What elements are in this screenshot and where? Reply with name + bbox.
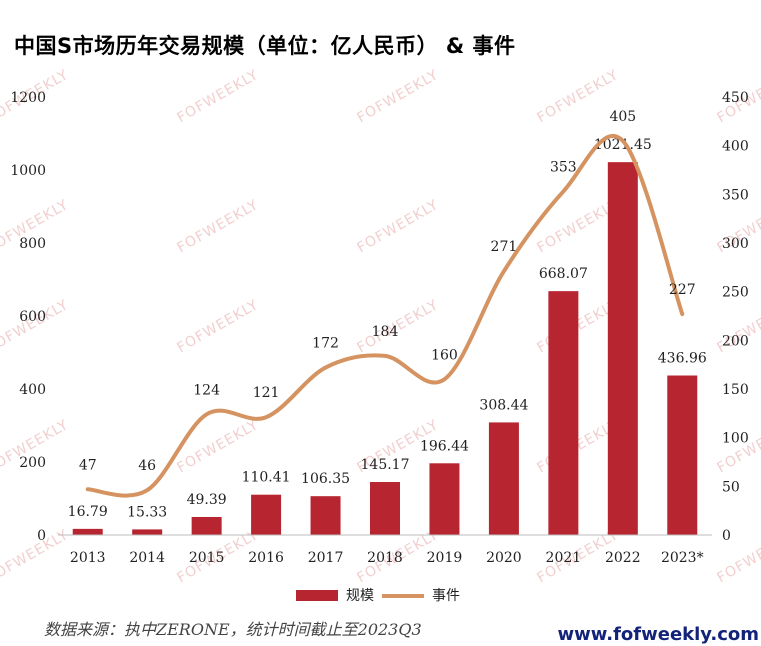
watermark-text: FOFWEEKLY <box>0 527 72 587</box>
bar-data-label: 16.79 <box>68 504 108 520</box>
y-right-tick-label: 400 <box>722 139 749 155</box>
x-tick-label: 2022 <box>605 550 641 566</box>
chart-title: 中国S市场历年交易规模（单位：亿人民币） & 事件 <box>14 34 516 58</box>
line-data-label: 46 <box>138 458 156 474</box>
y-left-tick-label: 400 <box>19 382 46 398</box>
line-data-label: 271 <box>491 239 518 255</box>
line-data-label: 172 <box>312 336 339 352</box>
line-data-label: 121 <box>253 385 280 401</box>
y-left-tick-label: 800 <box>19 236 46 252</box>
bar-data-label: 106.35 <box>301 471 350 487</box>
x-axis: 2013 2014 2015 2016 2017 2018 2019 2020 2021 2022… <box>58 534 712 566</box>
line-data-label: 124 <box>193 382 220 398</box>
y-left-tick-label: 0 <box>37 528 46 544</box>
line-data-label: 227 <box>669 282 696 298</box>
y-right-tick-label: 150 <box>722 382 749 398</box>
y-right-tick-label: 0 <box>722 528 731 544</box>
legend-label-line: 事件 <box>432 588 460 604</box>
bar-2015 <box>191 516 222 535</box>
watermark-text: FOFWEEKLY <box>354 67 441 127</box>
x-tick-label: 2013 <box>70 550 106 566</box>
watermark-text: FOFWEEKLY <box>354 197 441 257</box>
bar-data-label: 668.07 <box>539 266 588 282</box>
y-right-tick-label: 300 <box>722 236 749 252</box>
bar-2021 <box>548 291 579 535</box>
bar-2023* <box>667 375 698 535</box>
y-axis-right: 0 50 100 150 200 250 300 350 400 450 <box>722 90 749 544</box>
watermark-text: FOFWEEKLY <box>174 297 261 357</box>
y-left-tick-label: 1000 <box>10 163 46 179</box>
legend-swatch-bar <box>296 590 338 601</box>
y-left-tick-label: 600 <box>19 309 46 325</box>
y-right-tick-label: 50 <box>722 479 740 495</box>
line-path <box>85 134 685 498</box>
bar-2017 <box>310 496 341 535</box>
x-tick-label: 2021 <box>546 550 582 566</box>
line-series: 47 46 124 121 172 184 160 271 353 405 227 <box>79 109 696 498</box>
bar-data-label: 110.41 <box>242 470 291 486</box>
x-tick-label: 2017 <box>308 550 344 566</box>
y-left-tick-label: 200 <box>19 455 46 471</box>
x-tick-label: 2015 <box>189 550 225 566</box>
x-tick-label: 2019 <box>427 550 463 566</box>
bar-2016 <box>251 494 282 535</box>
bar-data-label: 15.33 <box>127 504 167 520</box>
bar-data-label: 49.39 <box>187 492 227 508</box>
bar-2022 <box>607 162 638 535</box>
legend: 规模 事件 <box>296 588 460 604</box>
bar-2019 <box>429 463 460 535</box>
x-tick-label: 2016 <box>248 550 284 566</box>
line-data-label: 184 <box>372 324 399 340</box>
watermark-text: FOFWEEKLY <box>174 67 261 127</box>
x-tick-label: 2014 <box>129 550 165 566</box>
bar-data-label: 436.96 <box>658 351 707 367</box>
x-tick-label: 2023* <box>661 550 704 566</box>
y-right-tick-label: 250 <box>722 285 749 301</box>
bar-2014 <box>132 529 163 535</box>
bar-series: 16.79 15.33 49.39 110.41 106.35 145.17 196.44 3… <box>68 137 707 535</box>
y-right-tick-label: 350 <box>722 187 749 203</box>
watermark-text: FOFWEEKLY <box>174 417 261 477</box>
y-right-tick-label: 100 <box>722 431 749 447</box>
bar-data-label: 308.44 <box>479 397 528 413</box>
y-left-tick-label: 1200 <box>10 90 46 106</box>
watermark-text: FOFWEEKLY <box>174 197 261 257</box>
y-right-tick-label: 450 <box>722 90 749 106</box>
y-right-tick-label: 200 <box>722 333 749 349</box>
line-data-label: 405 <box>609 109 636 125</box>
line-data-label: 47 <box>79 457 97 473</box>
bar-2020 <box>488 422 519 535</box>
website-link[interactable]: www.fofweekly.com <box>557 624 760 645</box>
line-data-label: 160 <box>431 347 458 363</box>
x-tick-label: 2018 <box>367 550 403 566</box>
legend-label-bar: 规模 <box>346 588 374 604</box>
line-data-label: 353 <box>550 159 577 175</box>
bar-data-label: 145.17 <box>361 457 410 473</box>
watermark-text: FOFWEEKLY <box>0 297 72 357</box>
bar-data-label: 196.44 <box>420 438 469 454</box>
y-axis-left: 0 200 400 600 800 1000 1200 <box>10 90 46 544</box>
source-note: 数据来源：执中ZERONE，统计时间截止至2023Q3 <box>44 620 422 639</box>
bar-2013 <box>72 528 103 535</box>
x-tick-label: 2020 <box>486 550 522 566</box>
bar-2018 <box>370 482 400 535</box>
bar-data-label: 1021.45 <box>594 137 652 153</box>
